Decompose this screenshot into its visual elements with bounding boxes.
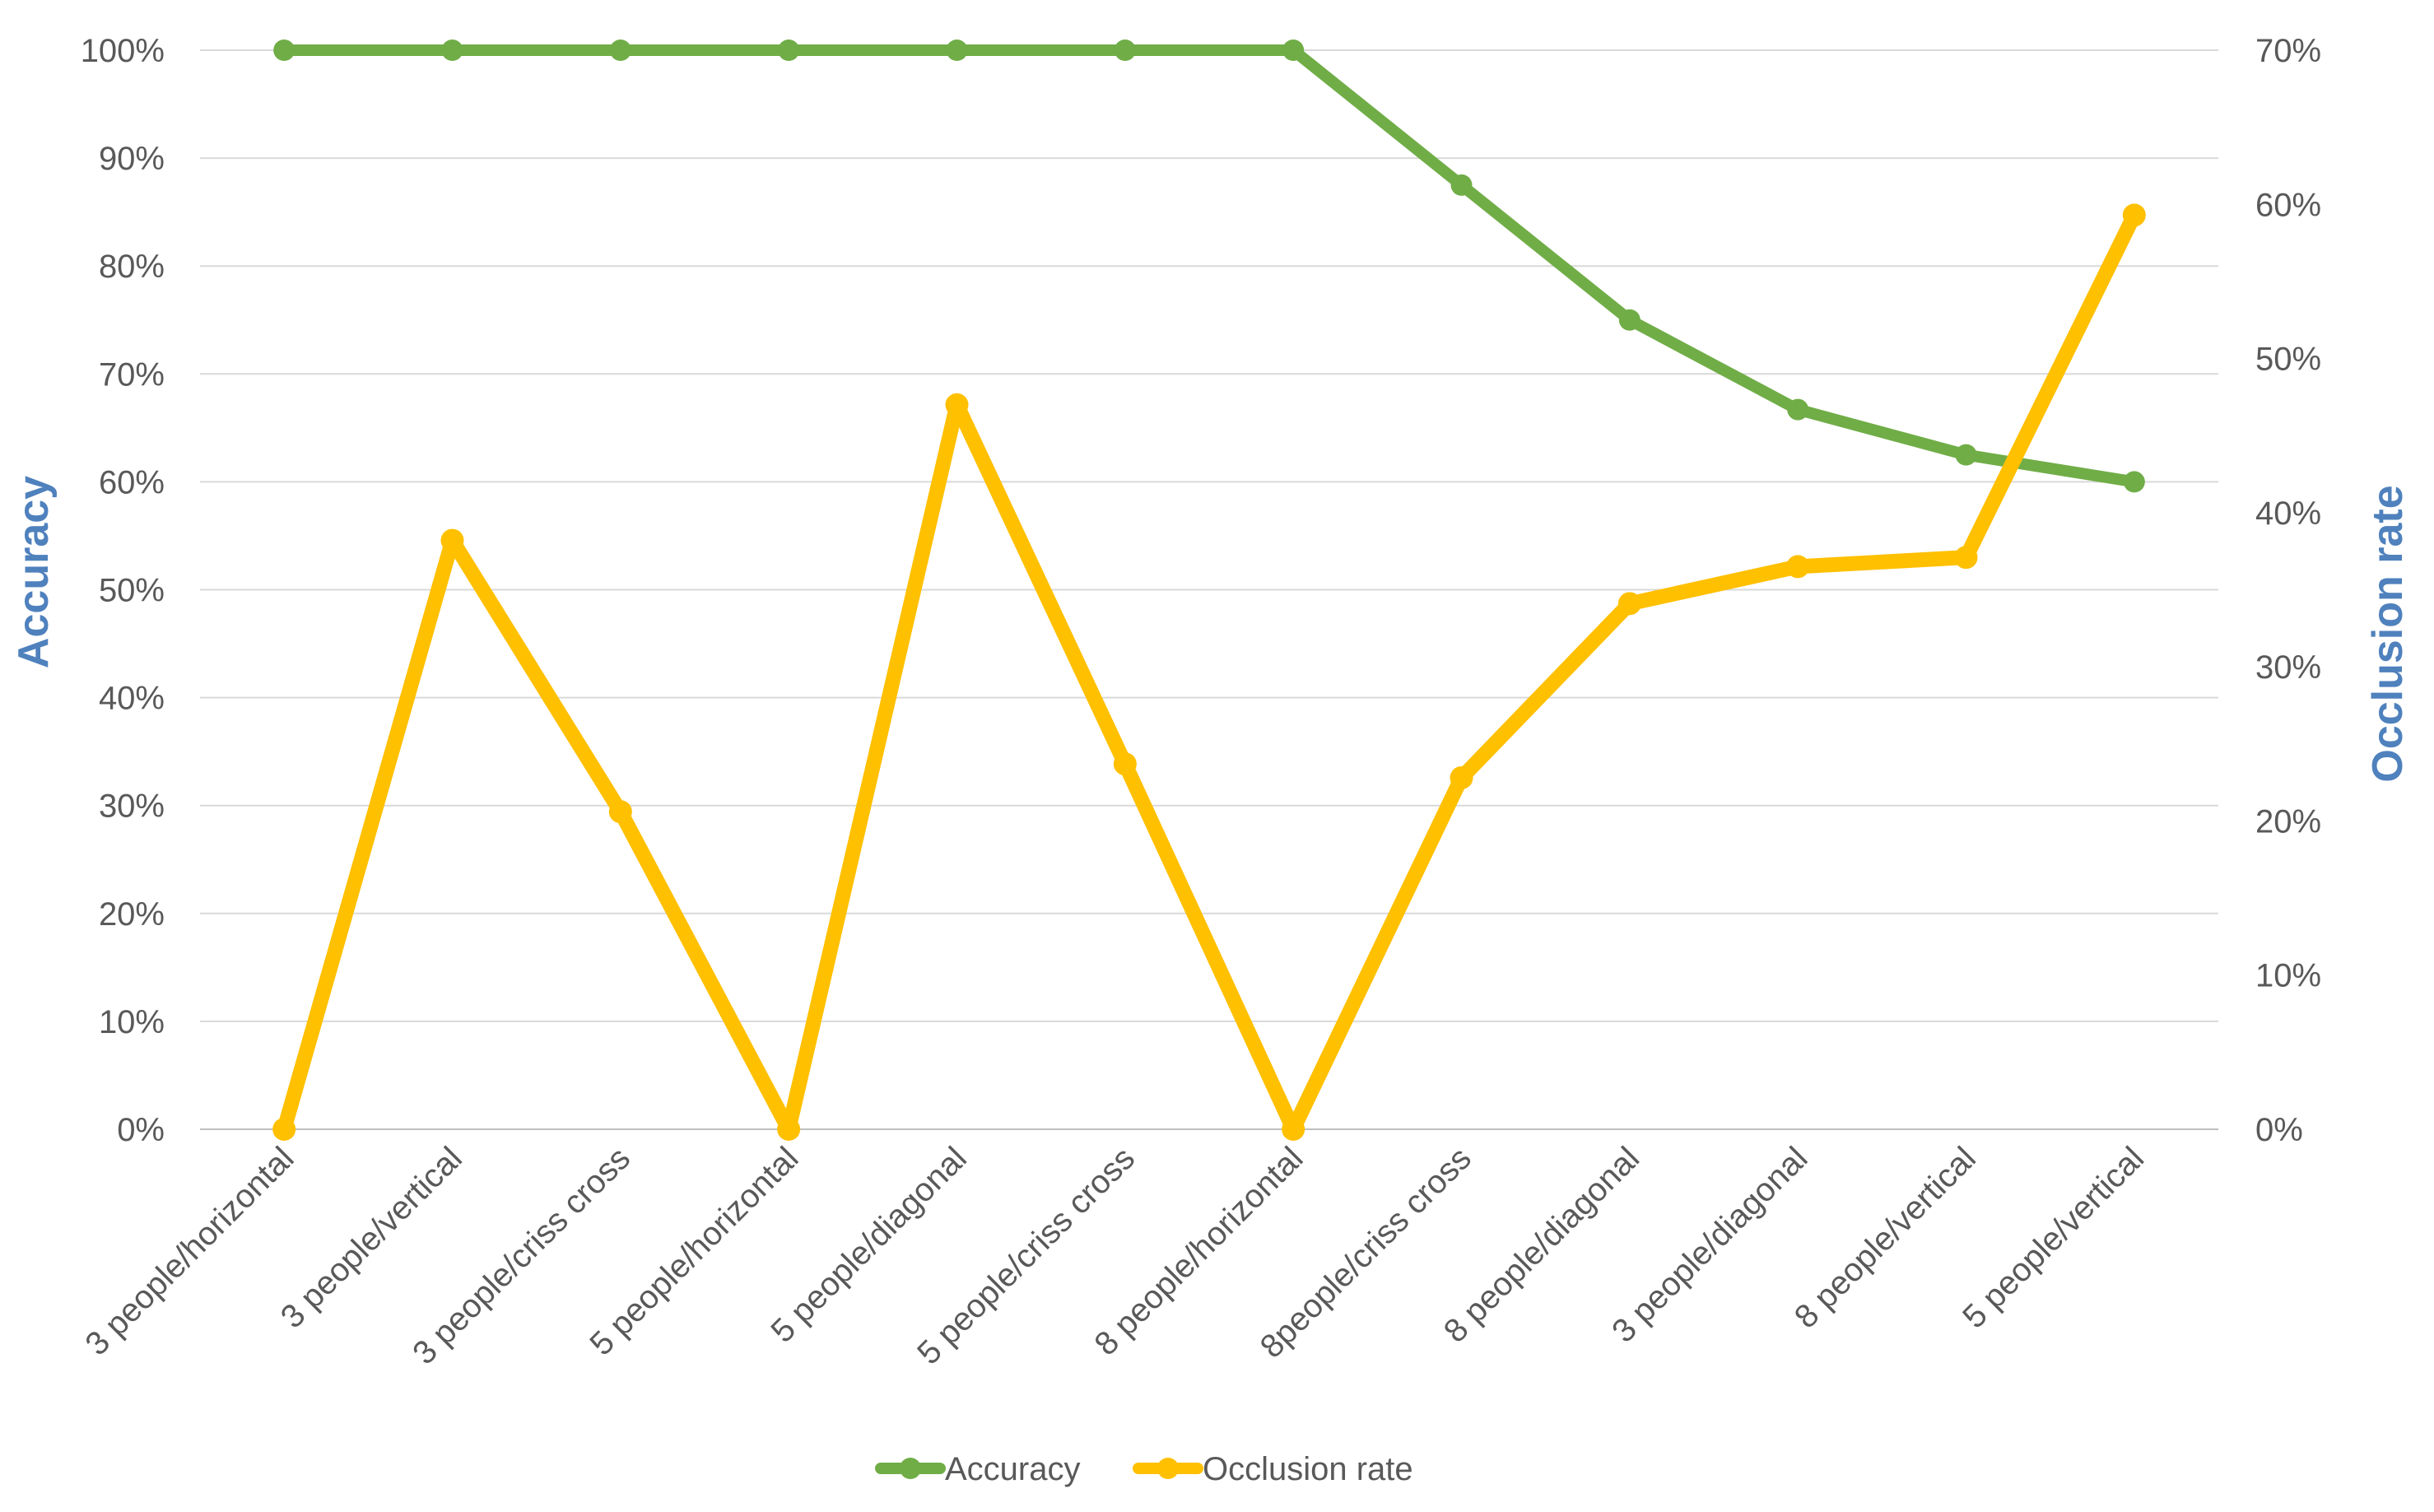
y-tick-label: 70% <box>99 356 165 393</box>
x-tick-label: 5 people/vertical <box>1956 1140 2151 1335</box>
y-tick-label: 100% <box>81 33 165 69</box>
occlusion-rate-point <box>946 393 969 416</box>
y-tick-label: 90% <box>99 141 165 177</box>
gridlines <box>200 50 2218 1129</box>
accuracy-point <box>1787 399 1808 421</box>
y2-tick-label: 40% <box>2255 495 2321 532</box>
legend-swatch-marker <box>900 1458 921 1479</box>
accuracy-point <box>2124 471 2145 492</box>
y-tick-label: 20% <box>99 896 165 933</box>
series-occlusion-rate <box>272 203 2146 1141</box>
x-tick-label: 8 people/vertical <box>1788 1140 1983 1335</box>
legend-swatch-marker <box>1157 1458 1179 1479</box>
accuracy-point <box>610 40 631 61</box>
accuracy-point <box>947 40 968 61</box>
occlusion-rate-point <box>1786 555 1809 578</box>
x-axis-ticks: 3 people/horizontal3 people/vertical3 pe… <box>78 1140 2151 1371</box>
x-tick-label: 3 people/horizontal <box>78 1140 300 1362</box>
y-tick-label: 40% <box>99 681 165 717</box>
y-axis-title: Accuracy <box>10 476 58 668</box>
y-tick-label: 80% <box>99 249 165 285</box>
occlusion-rate-point <box>1282 1118 1305 1141</box>
y-tick-label: 60% <box>99 464 165 500</box>
y2-tick-label: 70% <box>2255 33 2321 69</box>
accuracy-point <box>1956 444 1977 466</box>
left-axis-ticks: 0% 10% 20% 30% 40% 50% 60% 70% 80% 90% 100% <box>81 33 165 1148</box>
y-tick-label: 0% <box>117 1112 165 1148</box>
occlusion-rate-point <box>609 800 632 823</box>
y2-tick-label: 60% <box>2255 187 2321 223</box>
right-axis-ticks: 0% 10% 20% 30% 40% 50% 60% 70% <box>2255 33 2321 1148</box>
occlusion-rate-point <box>272 1118 296 1141</box>
y2-tick-label: 50% <box>2255 342 2321 378</box>
occlusion-rate-point <box>1114 752 1137 775</box>
y-tick-label: 30% <box>99 789 165 825</box>
y-tick-label: 10% <box>99 1004 165 1040</box>
accuracy-point <box>1451 174 1473 196</box>
legend-label: Occlusion rate <box>1203 1451 1413 1487</box>
accuracy-point <box>1115 40 1136 61</box>
legend-item-occlusion-rate: Occlusion rate <box>1138 1451 1413 1487</box>
legend-label: Accuracy <box>945 1451 1081 1487</box>
accuracy-point <box>273 40 295 61</box>
accuracy-point <box>778 40 799 61</box>
y2-tick-label: 20% <box>2255 803 2321 840</box>
legend: Accuracy Occlusion rate <box>881 1451 1413 1487</box>
occlusion-rate-point <box>777 1118 800 1141</box>
x-tick-label: 3 people/vertical <box>274 1140 469 1335</box>
occlusion-rate-point <box>1955 546 1978 569</box>
legend-item-accuracy: Accuracy <box>881 1451 1081 1487</box>
occlusion-rate-line <box>284 215 2134 1129</box>
y2-tick-label: 30% <box>2255 649 2321 686</box>
occlusion-rate-point <box>2123 203 2146 226</box>
accuracy-point <box>1619 309 1641 331</box>
y-tick-label: 50% <box>99 573 165 609</box>
accuracy-point <box>442 40 463 61</box>
occlusion-rate-point <box>1450 766 1473 789</box>
y2-tick-label: 10% <box>2255 958 2321 994</box>
y2-axis-title: Occlusion rate <box>2364 485 2412 782</box>
accuracy-point <box>1282 40 1304 61</box>
occlusion-rate-point <box>1618 592 1641 615</box>
occlusion-rate-point <box>441 529 464 552</box>
y2-tick-label: 0% <box>2255 1112 2303 1148</box>
